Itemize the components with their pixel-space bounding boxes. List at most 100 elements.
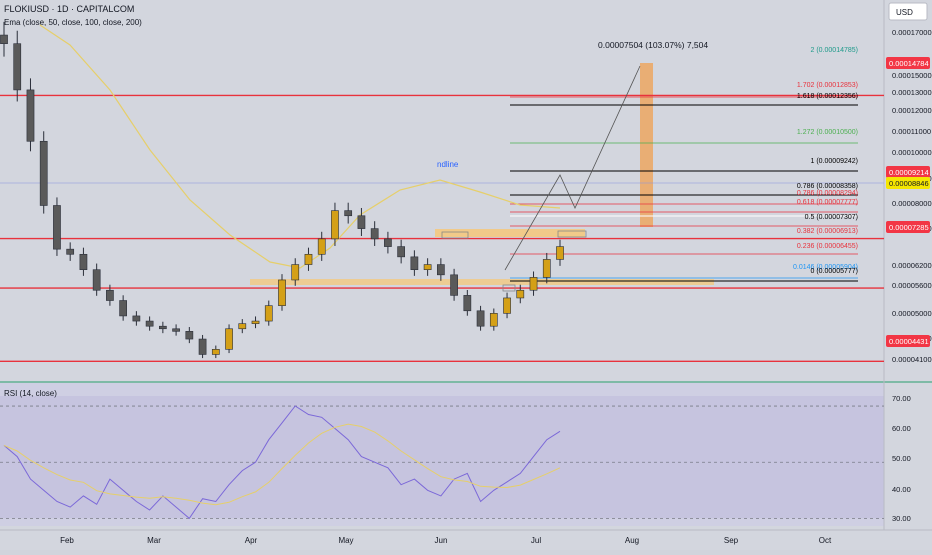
candle (463, 295, 472, 312)
marker-box (502, 284, 516, 292)
ema-line (39, 24, 561, 269)
candle (0, 34, 8, 44)
projection-path[interactable] (504, 65, 641, 271)
candle (251, 320, 260, 324)
price-tick: 0.00012000 (892, 106, 932, 115)
price-tick: 0.00006200 (892, 261, 932, 270)
rsi-tick: 40.00 (892, 485, 911, 494)
support-zone-upper (435, 229, 585, 237)
price-tick: 0.00013000 (892, 88, 932, 97)
rsi-tick: 60.00 (892, 424, 911, 433)
candle (211, 349, 220, 355)
marker-box (441, 231, 469, 239)
candle (529, 277, 538, 291)
candle (357, 215, 366, 229)
candle (172, 328, 180, 332)
candle (291, 264, 300, 281)
candle (278, 279, 286, 306)
candle (53, 205, 61, 250)
price-tick: 0.00017000 (892, 28, 932, 37)
candle (437, 264, 445, 276)
candle (264, 305, 273, 322)
price-badge-text: 0.00007285 (889, 223, 929, 232)
fib-level-label: 0.5 (0.00007307) (805, 214, 858, 221)
price-badge-target (886, 57, 930, 69)
marker-box (557, 230, 587, 238)
fib-level-label: 1.618 (0.00012356) (797, 93, 858, 100)
time-tick: Aug (625, 536, 639, 545)
candle (119, 300, 127, 317)
candle (145, 320, 154, 327)
candle (106, 289, 114, 301)
price-tick: 0.00011000 (892, 127, 931, 136)
price-badge-text: 0.00008846 (889, 179, 929, 188)
time-tick: Jun (435, 536, 448, 545)
time-tick: Oct (819, 536, 832, 545)
fib-level-label: 2 (0.00014785) (811, 47, 858, 54)
price-badge-text: 0.00014784 (889, 59, 929, 68)
candle (450, 274, 458, 296)
price-tick: 0.00015000 (892, 71, 932, 80)
symbol-title[interactable]: FLOKIUSD · 1D · CAPITALCOM (4, 4, 134, 14)
fib-level-label: 0.236 (0.00006455) (797, 243, 858, 250)
rsi-label[interactable]: RSI (14, close) (4, 389, 57, 398)
price-badge-text: 0.00004431 (889, 337, 929, 346)
fib-level-label: 0.618 (0.00007777) (797, 199, 858, 206)
fib-level-label: 1 (0.00009242) (811, 158, 858, 165)
price-tick: 0.00010000 (892, 148, 932, 157)
candle (132, 315, 141, 322)
indicator-label[interactable]: Ema (close, 50, close, 100, close, 200) (4, 18, 142, 27)
time-tick: Feb (60, 536, 74, 545)
candle (384, 238, 392, 247)
candle (79, 253, 88, 270)
candle (397, 246, 405, 258)
rsi-ma-line (3, 423, 561, 506)
rsi-line (3, 405, 561, 520)
fib-level-label: 1.272 (0.00010500) (797, 129, 858, 136)
candle (225, 328, 233, 350)
candle (159, 325, 167, 330)
candle (344, 210, 353, 217)
support-zone-lower (250, 279, 714, 285)
time-tick: Jul (531, 536, 541, 545)
candle (92, 269, 101, 291)
candle (66, 248, 75, 255)
fib-level-label: 0.786 (0.00008294) (797, 190, 858, 197)
target-projection-bar (640, 63, 653, 227)
time-tick: Apr (245, 536, 258, 545)
candle (198, 338, 207, 355)
fib-level-label: 0.786 (0.00008358) (797, 183, 858, 190)
price-tick: 0.00005000 (892, 309, 932, 318)
candle (423, 264, 432, 270)
currency-button[interactable] (888, 2, 928, 21)
price-badge-mid (886, 221, 930, 233)
rsi-tick: 30.00 (892, 514, 911, 523)
candle (304, 253, 313, 265)
price-badge-low (886, 335, 930, 347)
price-badge-text: 0.00009214 (889, 168, 929, 177)
candle (238, 323, 247, 330)
rsi-tick: 70.00 (892, 394, 911, 403)
candle (26, 89, 35, 142)
fib-level-label: 1.702 (0.00012853) (797, 82, 858, 89)
candle (370, 228, 379, 240)
fib-level-label: 0.382 (0.00006913) (797, 228, 858, 235)
candle (410, 256, 419, 270)
candle (503, 297, 511, 314)
candle (516, 289, 525, 299)
price-badge-last (886, 177, 930, 189)
candle (489, 313, 498, 327)
candle (331, 210, 339, 240)
rsi-band (0, 396, 884, 518)
candle (317, 238, 326, 255)
time-tick: Sep (724, 536, 739, 545)
price-tick: 0.00004100 (892, 355, 932, 364)
fib-level-label: 0 (0.00005777) (811, 268, 858, 275)
fib-level-label: 0.0146 (0.00005904) (793, 264, 858, 271)
price-tick: 0.00008000 (892, 199, 932, 208)
candle (185, 331, 194, 340)
trendline-label: ndline (437, 160, 459, 169)
candle (556, 246, 564, 260)
